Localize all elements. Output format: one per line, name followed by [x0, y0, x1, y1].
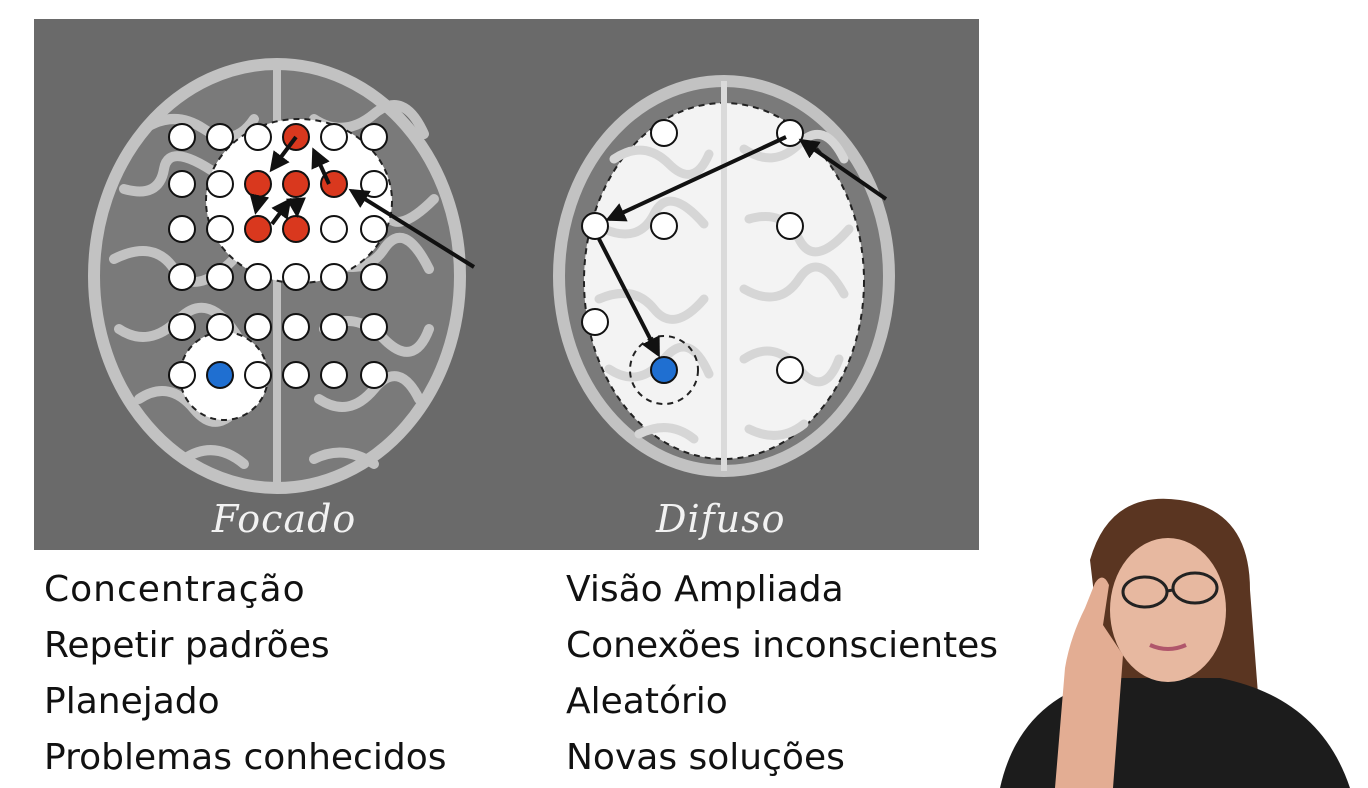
- idle-node: [650, 119, 678, 147]
- focused-trait: Concentração: [44, 569, 306, 610]
- idle-node: [282, 361, 310, 389]
- idle-node: [168, 215, 196, 243]
- idle-node: [360, 123, 388, 151]
- idle-node: [650, 212, 678, 240]
- idle-node: [360, 215, 388, 243]
- glasses-icon: [1121, 571, 1219, 609]
- diffuse-traits-list: Visão Ampliada Conexões inconscientes Al…: [566, 562, 998, 786]
- idle-node: [320, 263, 348, 291]
- diffuse-brain: [553, 75, 895, 477]
- focused-node-grid: [168, 123, 388, 389]
- idle-node: [360, 263, 388, 291]
- focused-trait: Planejado: [44, 681, 220, 722]
- target-node: [206, 361, 234, 389]
- idle-node: [320, 215, 348, 243]
- active-node: [244, 215, 272, 243]
- idle-node: [168, 313, 196, 341]
- idle-node: [776, 119, 804, 147]
- diffuse-trait: Novas soluções: [566, 737, 845, 778]
- idle-node: [168, 263, 196, 291]
- presenter-hand: [1055, 577, 1123, 788]
- idle-node: [282, 313, 310, 341]
- idle-node: [206, 170, 234, 198]
- diffuse-trait: Aleatório: [566, 681, 728, 722]
- idle-node: [360, 170, 388, 198]
- idle-node: [776, 356, 804, 384]
- diffuse-trait: Conexões inconscientes: [566, 625, 999, 666]
- focused-trait: Problemas conhecidos: [44, 737, 447, 778]
- diffuse-trait: Visão Ampliada: [566, 569, 844, 610]
- focused-traits-list: Concentração Repetir padrões Planejado P…: [44, 562, 446, 786]
- idle-node: [206, 263, 234, 291]
- idle-node: [320, 123, 348, 151]
- idle-node: [360, 361, 388, 389]
- idle-node: [581, 212, 609, 240]
- idle-node: [320, 313, 348, 341]
- idle-node: [206, 123, 234, 151]
- diffuse-arrows: [597, 135, 888, 358]
- idle-node: [244, 263, 272, 291]
- idle-node: [206, 215, 234, 243]
- idle-node: [360, 313, 388, 341]
- brain-modes-diagram: Focado Difuso: [34, 19, 979, 550]
- focused-caption: Focado: [212, 497, 357, 541]
- active-node: [282, 170, 310, 198]
- idle-node: [244, 123, 272, 151]
- diffuse-caption: Difuso: [656, 497, 786, 541]
- focused-brain: [88, 58, 466, 494]
- idle-node: [244, 313, 272, 341]
- idle-node: [776, 212, 804, 240]
- presenter-shirt: [1000, 678, 1350, 788]
- focused-trait: Repetir padrões: [44, 625, 330, 666]
- presenter-video: [940, 470, 1368, 788]
- idle-node: [168, 361, 196, 389]
- active-node: [244, 170, 272, 198]
- idle-node: [581, 308, 609, 336]
- idle-node: [206, 313, 234, 341]
- idle-node: [320, 361, 348, 389]
- focused-arrows: [249, 135, 476, 269]
- presenter-face: [1110, 538, 1226, 682]
- target-node: [650, 356, 678, 384]
- diffuse-node-set: [581, 119, 804, 384]
- idle-node: [244, 361, 272, 389]
- idle-node: [282, 263, 310, 291]
- active-node: [282, 215, 310, 243]
- idle-node: [168, 170, 196, 198]
- idle-node: [168, 123, 196, 151]
